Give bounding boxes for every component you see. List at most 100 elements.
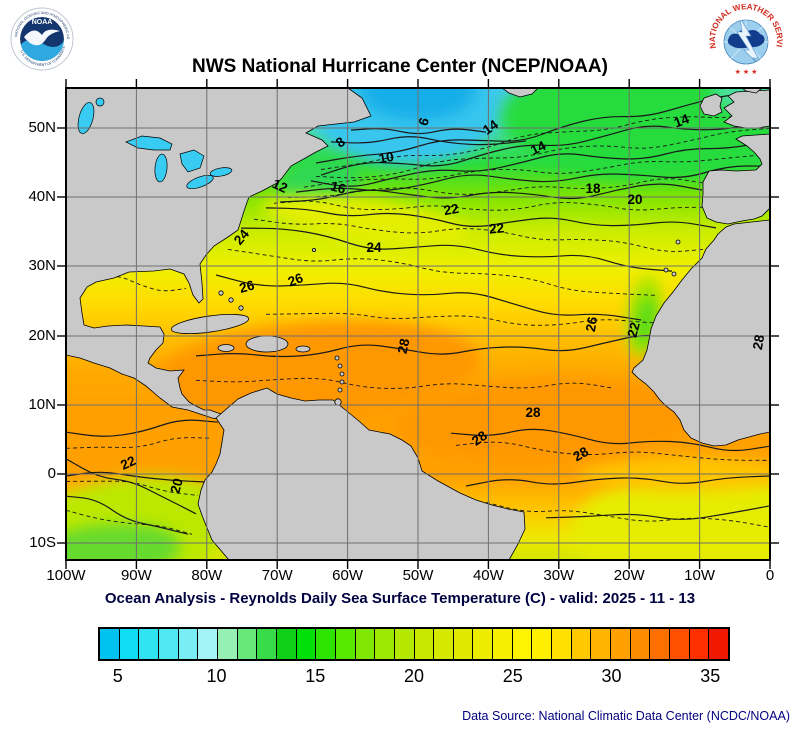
map-frame xyxy=(65,87,771,561)
lake-small xyxy=(95,97,105,107)
colorbar-cell xyxy=(355,629,376,659)
contour-label-22: 22 xyxy=(118,453,138,473)
noaa-emblem: NOAA xyxy=(20,17,64,61)
lake-superior xyxy=(125,135,173,151)
contour-label-18: 18 xyxy=(585,181,601,196)
colorbar-cell xyxy=(394,629,415,659)
island-antilles xyxy=(337,363,343,369)
island-canary xyxy=(663,267,669,273)
land-north-america xyxy=(66,88,372,421)
colorbar-cell xyxy=(237,629,258,659)
island-cuba xyxy=(170,313,250,335)
isotherm-20 xyxy=(66,495,189,535)
land-greenland-tip xyxy=(501,88,539,98)
isotherm-13 xyxy=(320,107,770,170)
colorbar-cell xyxy=(493,629,513,659)
lon-label-0: 0 xyxy=(765,567,775,584)
island-antilles xyxy=(339,371,345,377)
isotherm-27 xyxy=(455,441,770,461)
axis-ticks xyxy=(57,79,779,569)
lon-label-30W: 30W xyxy=(543,567,575,584)
isotherm-22 xyxy=(66,458,197,515)
isotherm-15 xyxy=(315,127,770,179)
island-madeira xyxy=(675,239,681,245)
lat-label-0: 0 xyxy=(47,465,56,482)
island-bahamas xyxy=(228,297,234,303)
colorbar-cell xyxy=(670,629,690,659)
lon-label-20W: 20W xyxy=(613,567,645,584)
island-puerto-rico xyxy=(295,345,311,353)
colorbar-cell xyxy=(119,629,140,659)
isotherm-21 xyxy=(273,200,716,211)
contour-label-16: 16 xyxy=(329,178,348,197)
isotherm-25 xyxy=(485,501,770,528)
isotherm-12 xyxy=(315,94,770,164)
lon-label-60W: 60W xyxy=(332,567,364,584)
lat-label-20N: 20N xyxy=(28,327,56,344)
contour-label-20: 20 xyxy=(167,477,185,495)
colorbar-cell xyxy=(630,629,651,659)
noaa-wave xyxy=(20,39,64,61)
land-scotland xyxy=(741,88,763,94)
lat-label-10N: 10N xyxy=(28,396,56,413)
colorbar-cell xyxy=(414,629,435,659)
sst-region xyxy=(396,377,696,463)
colorbar-cell xyxy=(571,629,592,659)
land-africa xyxy=(631,219,770,447)
colorbar-cell xyxy=(316,629,336,659)
isotherm-23 xyxy=(66,480,199,496)
isotherm-18 xyxy=(295,165,770,193)
noaa-logo: NATIONAL OCEANIC AND ATMOSPHERIC ADMINIS… xyxy=(10,7,74,71)
colorbar-tick-10: 10 xyxy=(206,666,227,686)
colorbar-tick-20: 20 xyxy=(403,666,425,686)
temperature-colorbar xyxy=(98,627,730,661)
lakes-layer xyxy=(77,97,233,190)
contour-label-20: 20 xyxy=(627,192,642,207)
colorbar-cell xyxy=(611,629,631,659)
isotherm-26 xyxy=(465,475,770,487)
colorbar-cell xyxy=(375,629,395,659)
colorbar-cell xyxy=(217,629,238,659)
contour-label-26: 26 xyxy=(286,270,306,289)
isotherm-8 xyxy=(350,128,487,135)
lake-huron xyxy=(179,149,205,173)
contour-label-22: 22 xyxy=(624,321,642,339)
colorbar-cell xyxy=(335,629,356,659)
lake-michigan xyxy=(154,153,168,183)
isotherm-25 xyxy=(66,437,213,449)
contour-label-28: 28 xyxy=(570,444,591,465)
colorbar-cell xyxy=(512,629,533,659)
lon-label-10W: 10W xyxy=(684,567,716,584)
page-title: NWS National Hurricane Center (NCEP/NOAA… xyxy=(192,56,608,77)
island-bahamas xyxy=(218,290,224,296)
colorbar-cell xyxy=(532,629,553,659)
lake-winnipeg xyxy=(77,102,95,134)
colorbar-cell xyxy=(453,629,474,659)
lon-label-50W: 50W xyxy=(402,567,434,584)
colorbar-cell xyxy=(100,629,120,659)
nws-stars: ★ ★ ★ xyxy=(735,68,758,76)
lon-label-70W: 70W xyxy=(261,567,293,584)
contour-label-26: 26 xyxy=(583,315,600,333)
noaa-wordmark: NOAA xyxy=(32,19,53,26)
lat-label-50N: 50N xyxy=(28,119,56,136)
isotherm-24 xyxy=(545,505,770,520)
isotherm-10 xyxy=(330,136,527,146)
colorbar-tick-25: 25 xyxy=(502,666,523,686)
lon-label-40W: 40W xyxy=(472,567,504,584)
colorbar-cell xyxy=(689,629,710,659)
island-antilles xyxy=(334,355,340,361)
colorbar-cell xyxy=(650,629,671,659)
sst-region xyxy=(66,524,181,560)
contour-label-24: 24 xyxy=(366,240,382,255)
colorbar-tick-5: 5 xyxy=(112,666,123,686)
island-antilles xyxy=(339,379,345,385)
island-antilles xyxy=(337,387,343,393)
isotherm-22 xyxy=(265,207,717,229)
isotherm-26 xyxy=(66,419,219,437)
contour-label-14: 14 xyxy=(672,111,692,130)
land-ireland xyxy=(699,93,723,117)
sst-region xyxy=(151,320,481,420)
